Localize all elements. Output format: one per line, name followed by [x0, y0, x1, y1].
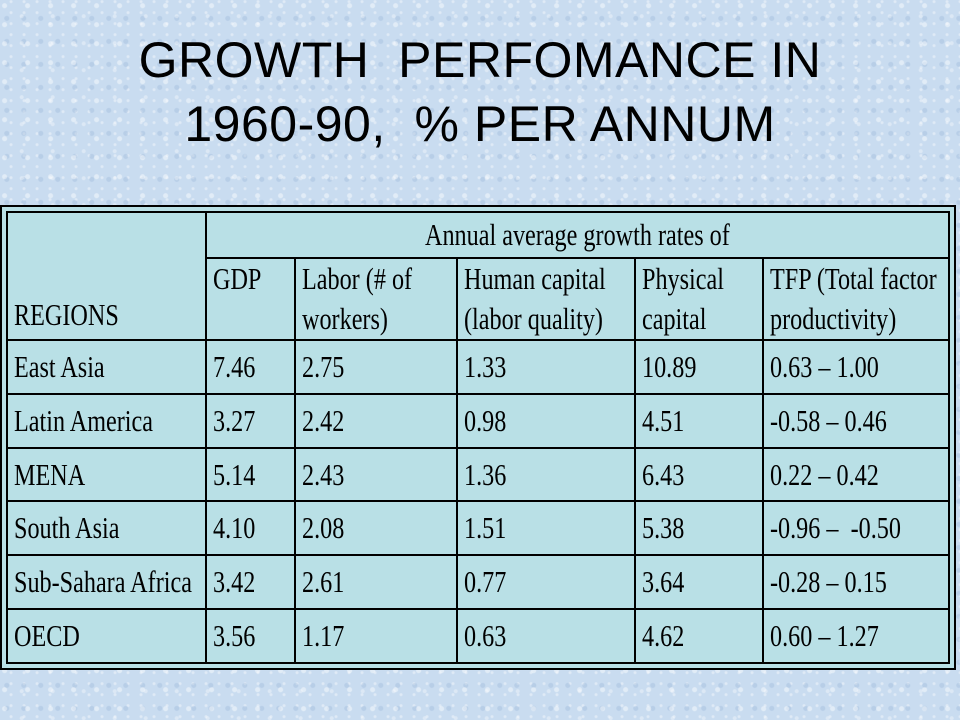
growth-table-container: REGIONS Annual average growth rates of G…: [0, 205, 956, 670]
group-header-label: Annual average growth rates of: [425, 217, 730, 252]
value-cell: 2.43: [294, 446, 458, 503]
value-cell: 7.46: [205, 339, 296, 395]
table-header-row-group: REGIONS Annual average growth rates of: [6, 211, 950, 341]
region-cell: OECD: [6, 608, 207, 664]
value-cell: -0.28 – 0.15: [762, 554, 950, 611]
value-cell: 1.51: [456, 500, 636, 557]
column-header-human-capital-line2: (labor quality): [464, 301, 603, 336]
table-row: Latin America 3.27 2.42 0.98 4.51 -0.58 …: [6, 392, 950, 449]
value-cell: -0.96 – -0.50: [762, 500, 950, 557]
region-cell: East Asia: [6, 339, 207, 395]
region-cell: Sub-Sahara Africa: [6, 554, 207, 611]
value-cell: -0.58 – 0.46: [762, 392, 950, 449]
region-cell: Latin America: [6, 392, 207, 449]
value-cell: 1.17: [294, 608, 458, 664]
value-cell: 0.63: [456, 608, 636, 664]
column-header-physical-capital-line2: capital: [642, 301, 707, 336]
table-row: East Asia 7.46 2.75 1.33 10.89 0.63 – 1.…: [6, 339, 950, 395]
value-cell: 2.42: [294, 392, 458, 449]
value-cell: 3.64: [634, 554, 764, 611]
growth-performance-table: REGIONS Annual average growth rates of G…: [6, 211, 950, 664]
region-cell: MENA: [6, 446, 207, 503]
column-header-physical-capital-line1: Physical: [642, 261, 724, 296]
column-header-labor-line1: Labor (# of: [302, 261, 413, 296]
column-header-tfp: TFP (Total factor productivity): [762, 257, 950, 341]
value-cell: 1.36: [456, 446, 636, 503]
value-cell: 10.89: [634, 339, 764, 395]
value-cell: 5.38: [634, 500, 764, 557]
column-header-tfp-line2: productivity): [770, 301, 897, 336]
slide-title-line-2: 1960-90, % PER ANNUM: [184, 96, 776, 152]
region-cell: South Asia: [6, 500, 207, 557]
column-header-physical-capital: Physical capital: [634, 257, 764, 341]
value-cell: 0.22 – 0.42: [762, 446, 950, 503]
table-row: South Asia 4.10 2.08 1.51 5.38 -0.96 – -…: [6, 500, 950, 557]
slide-title-line-1: GROWTH PERFOMANCE IN: [138, 32, 822, 88]
column-header-gdp-line1: GDP: [213, 261, 262, 296]
regions-header-label: REGIONS: [14, 297, 119, 332]
value-cell: 2.61: [294, 554, 458, 611]
value-cell: 2.75: [294, 339, 458, 395]
value-cell: 3.56: [205, 608, 296, 664]
value-cell: 4.51: [634, 392, 764, 449]
value-cell: 3.27: [205, 392, 296, 449]
value-cell: 0.77: [456, 554, 636, 611]
column-header-human-capital: Human capital (labor quality): [456, 257, 636, 341]
value-cell: 3.42: [205, 554, 296, 611]
table-header-row-columns: GDP Labor (# of workers) Human capital (…: [7, 257, 950, 341]
value-cell: 1.33: [456, 339, 636, 395]
group-header: Annual average growth rates of: [205, 211, 950, 259]
table-row: Sub-Sahara Africa 3.42 2.61 0.77 3.64 -0…: [6, 554, 950, 611]
value-cell: 0.63 – 1.00: [762, 339, 950, 395]
regions-header: REGIONS: [6, 211, 207, 341]
column-header-human-capital-line1: Human capital: [464, 261, 606, 296]
column-header-labor: Labor (# of workers): [294, 257, 458, 341]
value-cell: 4.62: [634, 608, 764, 664]
value-cell: 4.10: [205, 500, 296, 557]
column-header-gdp: GDP: [205, 257, 296, 341]
table-row: OECD 3.56 1.17 0.63 4.62 0.60 – 1.27: [6, 608, 950, 664]
value-cell: 0.98: [456, 392, 636, 449]
value-cell: 0.60 – 1.27: [762, 608, 950, 664]
table-row: MENA 5.14 2.43 1.36 6.43 0.22 – 0.42: [6, 446, 950, 503]
value-cell: 2.08: [294, 500, 458, 557]
value-cell: 5.14: [205, 446, 296, 503]
column-header-tfp-line1: TFP (Total factor: [770, 261, 937, 296]
value-cell: 6.43: [634, 446, 764, 503]
slide-title: GROWTH PERFOMANCE IN 1960-90, % PER ANNU…: [0, 28, 960, 156]
column-header-labor-line2: workers): [302, 301, 388, 336]
